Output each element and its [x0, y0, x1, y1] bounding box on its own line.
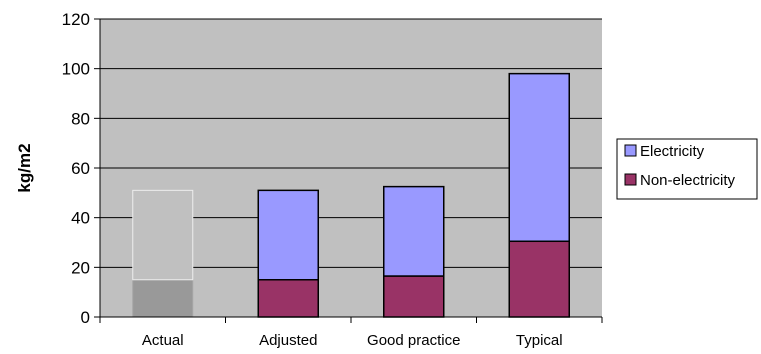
y-tick-label: 120 — [62, 10, 90, 29]
bar-electricity — [383, 185, 445, 277]
y-axis-ticks: 0 20 40 60 80 100 120 — [62, 10, 100, 327]
legend-box — [616, 138, 758, 200]
y-tick-label: 0 — [81, 308, 90, 327]
bar-non-electricity — [508, 240, 570, 318]
x-axis-ticks: Actual Adjusted Good practice Typical — [99, 317, 603, 349]
bar-electricity — [257, 189, 319, 281]
legend: Electricity Non-electricity — [616, 138, 758, 200]
bars — [132, 72, 570, 318]
y-axis-title: kg/m2 — [15, 143, 34, 192]
legend-swatch — [624, 144, 637, 157]
x-tick-label: Typical — [516, 332, 563, 349]
y-tick-label: 20 — [71, 258, 90, 277]
legend-swatch — [624, 173, 637, 186]
x-tick-label: Good practice — [367, 332, 460, 349]
x-tick-label: Actual — [142, 332, 184, 349]
y-tick-label: 80 — [71, 109, 90, 128]
bar-non-electricity — [132, 279, 194, 318]
y-tick-label: 100 — [62, 60, 90, 79]
legend-label: Non-electricity — [640, 172, 736, 189]
y-tick-label: 60 — [71, 159, 90, 178]
bar-electricity — [508, 72, 570, 243]
y-tick-label: 40 — [71, 209, 90, 228]
bar-non-electricity — [257, 279, 319, 318]
bar-non-electricity — [383, 275, 445, 318]
bar-electricity — [132, 189, 194, 281]
legend-label: Electricity — [640, 143, 705, 160]
x-tick-label: Adjusted — [259, 332, 317, 349]
